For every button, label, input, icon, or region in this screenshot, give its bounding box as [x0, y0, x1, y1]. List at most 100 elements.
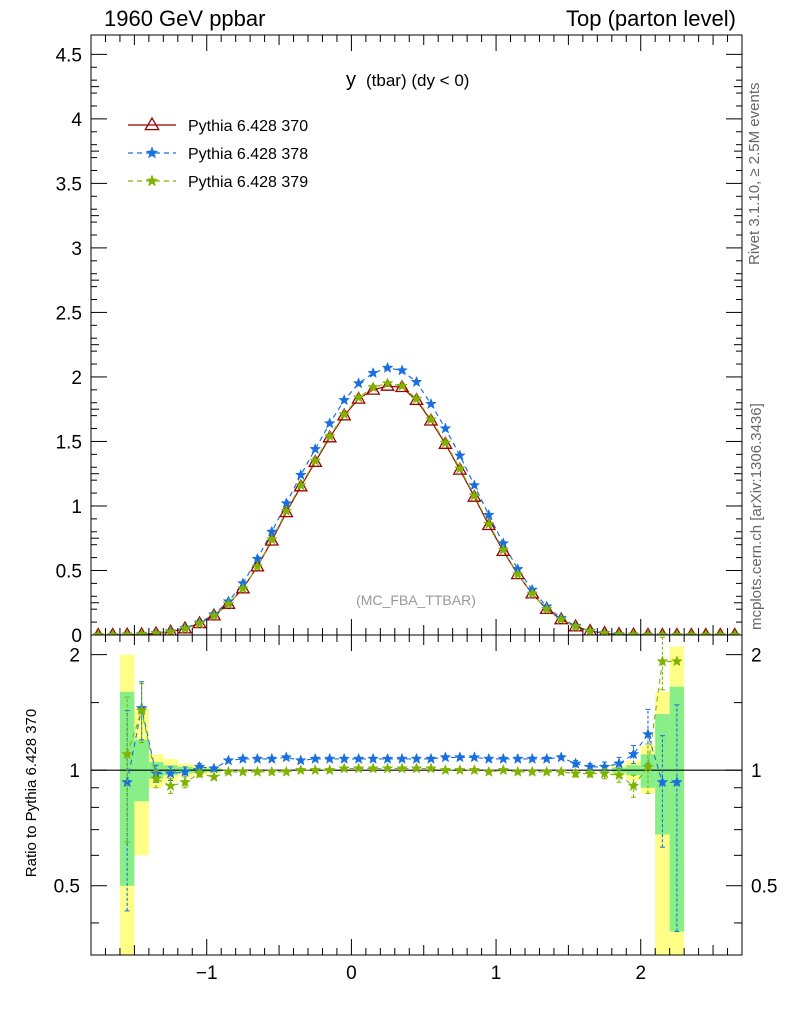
ratio-point-0 — [454, 751, 466, 763]
ratio-point-1 — [555, 765, 568, 777]
data-point-2 — [642, 628, 654, 635]
data-point-2 — [396, 379, 408, 391]
x-tick-label: −1 — [196, 963, 218, 984]
ratio-point-0 — [381, 752, 394, 764]
ratio-point-0 — [352, 752, 365, 764]
data-point-2 — [338, 408, 351, 420]
data-point-2 — [367, 381, 379, 393]
data-point-1 — [381, 361, 394, 373]
data-point-2 — [728, 628, 741, 635]
ratio-point-0 — [482, 752, 495, 764]
ratio-point-1 — [323, 764, 336, 776]
data-point-1 — [323, 417, 336, 429]
ratio-point-1 — [482, 765, 495, 777]
x-tick-label: 0 — [346, 963, 357, 984]
data-point-2 — [106, 628, 119, 635]
ratio-point-1 — [179, 776, 191, 788]
ratio-point-0 — [511, 752, 524, 764]
y-tick-label: 2 — [71, 368, 82, 389]
data-point-2 — [540, 603, 553, 615]
data-point-2 — [656, 628, 669, 635]
ratio-point-1 — [381, 762, 394, 774]
data-point-2 — [92, 628, 105, 635]
header-right: Top (parton level) — [566, 6, 736, 31]
y-tick-label-right: 0.5 — [751, 877, 777, 898]
ratio-point-1 — [309, 763, 322, 776]
data-point-1 — [294, 468, 307, 480]
main-title-y: y — [346, 69, 356, 91]
ratio-point-1 — [540, 765, 553, 777]
ratio-point-0 — [627, 748, 640, 760]
data-point-1 — [309, 442, 322, 455]
ratio-point-1 — [280, 765, 293, 777]
ratio-point-1 — [410, 762, 423, 774]
ratio-point-0 — [323, 752, 336, 764]
y-tick-label: 1 — [69, 761, 80, 782]
y-tick-label: 0.5 — [54, 877, 80, 898]
data-point-1 — [468, 479, 481, 491]
y-tick-label: 1 — [71, 497, 82, 518]
ratio-ylabel: Ratio to Pythia 6.428 370 — [23, 709, 40, 877]
data-point-2 — [598, 627, 611, 635]
data-point-2 — [222, 597, 235, 610]
ratio-point-1 — [569, 767, 582, 779]
data-point-1 — [338, 393, 351, 406]
x-tick-label: 2 — [635, 963, 646, 984]
header-left: 1960 GeV ppbar — [104, 6, 266, 31]
ratio-panel: 0.5 0.5 1 1 2 2 −1 0 1 2 Ratio to Pythia 6.428 37… — [23, 634, 777, 984]
ratio-point-1 — [121, 748, 134, 760]
data-point-1 — [424, 397, 437, 410]
legend-label: Pythia 6.428 370 — [188, 118, 308, 135]
data-point-2 — [511, 568, 524, 580]
data-point-2 — [251, 560, 264, 572]
ratio-frame — [90, 634, 743, 956]
ratio-point-0 — [497, 752, 510, 764]
ratio-point-0 — [294, 754, 307, 766]
ratio-point-1 — [642, 760, 654, 772]
ratio-plot-area — [91, 636, 742, 955]
ratio-point-1 — [656, 655, 669, 667]
y-tick-label: 2 — [69, 646, 80, 667]
main-panel: 0.5 1 1.5 2 2.5 3 3.5 4 4.5 y (tbar) (dy < 0) (M… — [56, 34, 743, 647]
data-point-2 — [627, 628, 640, 635]
ratio-point-1 — [511, 765, 524, 777]
data-point-2 — [454, 462, 466, 474]
ratio-point-1 — [627, 779, 640, 791]
ratio-point-1 — [352, 762, 365, 774]
data-point-2 — [468, 489, 481, 501]
ratio-point-1 — [497, 764, 510, 776]
ratio-point-0 — [280, 751, 293, 763]
ratio-point-1 — [338, 762, 351, 774]
y-tick-label: 4.5 — [56, 45, 82, 66]
data-point-2 — [265, 533, 278, 545]
x-tick-label: 1 — [491, 963, 502, 984]
data-point-1 — [482, 508, 495, 520]
ratio-point-0 — [569, 757, 582, 769]
data-point-1 — [439, 422, 452, 434]
ratio-point-0 — [396, 752, 408, 764]
data-point-2 — [699, 628, 712, 635]
ratio-point-0 — [265, 752, 278, 764]
ratio-point-0 — [613, 757, 625, 769]
data-point-1 — [367, 366, 379, 379]
data-point-1 — [396, 364, 408, 376]
ratio-point-1 — [251, 765, 264, 777]
ratio-point-1 — [439, 763, 452, 776]
legend: Pythia 6.428 370 Pythia 6.428 378 Pythia 6… — [128, 116, 308, 191]
data-point-2 — [584, 625, 596, 635]
ratio-point-0 — [425, 752, 437, 764]
data-point-2 — [685, 628, 698, 635]
data-point-2 — [179, 622, 191, 634]
ratio-point-1 — [294, 763, 307, 776]
data-point-2 — [323, 430, 336, 442]
y-tick-label-right: 2 — [751, 646, 762, 667]
data-point-2 — [381, 377, 394, 389]
ratio-point-1 — [598, 767, 611, 779]
legend-marker — [144, 116, 160, 131]
data-point-1 — [410, 375, 423, 388]
data-point-0 — [380, 378, 395, 391]
data-point-2 — [294, 479, 307, 491]
ratio-point-0 — [555, 751, 568, 763]
data-point-2 — [150, 627, 162, 635]
